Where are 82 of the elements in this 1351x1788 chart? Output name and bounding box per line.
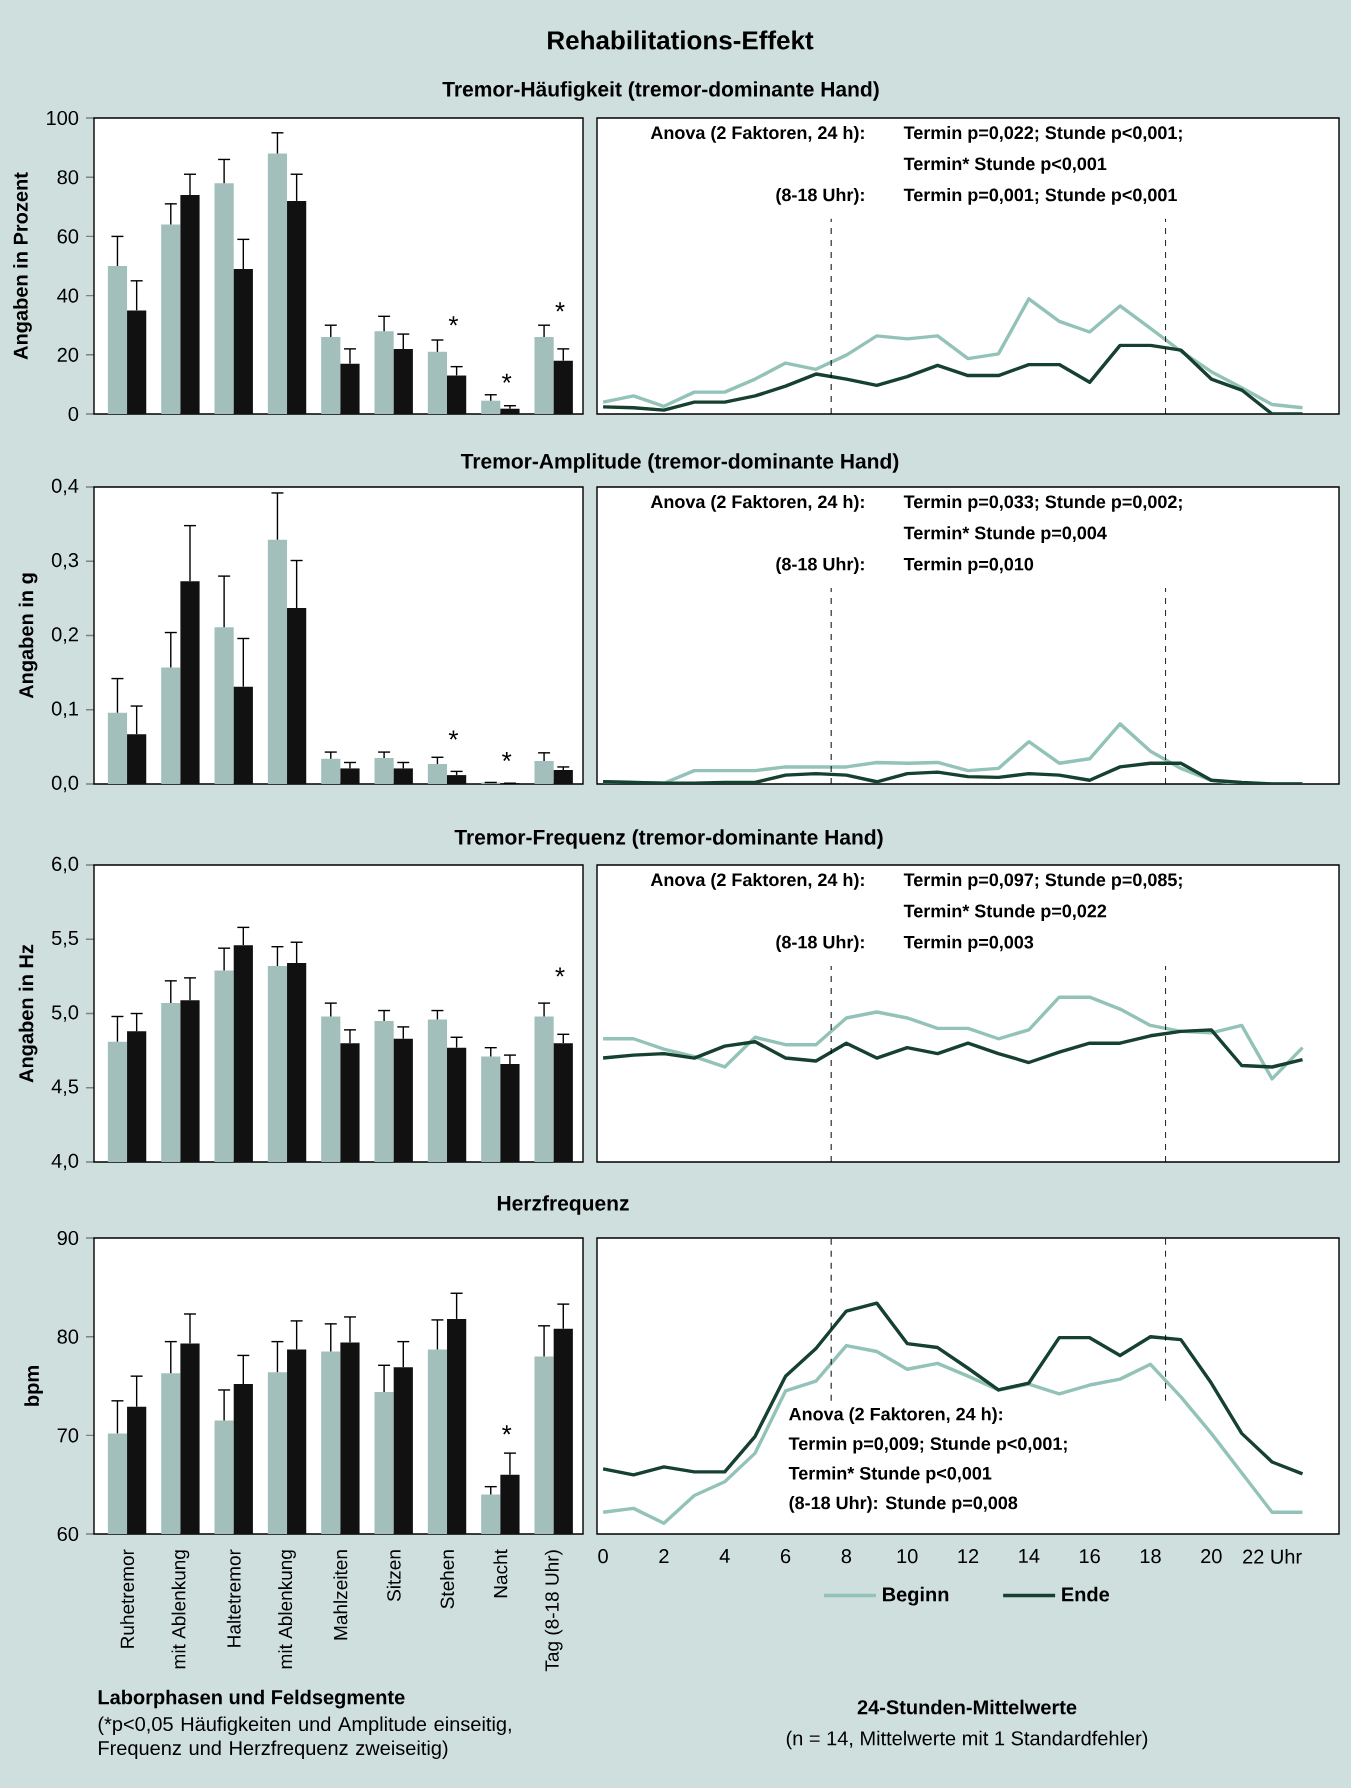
- annotation: Termin p=0,009; Stunde p<0,001;: [788, 1436, 1067, 1454]
- x-tick-label: mit Ablenkung: [278, 1550, 296, 1669]
- text: Tremor-Frequenz (tremor-dominante Hand): [454, 829, 883, 849]
- x-tick-label: 4: [719, 1549, 730, 1563]
- y-tick-label: 100: [47, 110, 79, 126]
- x-tick-label: Stehen: [440, 1550, 454, 1609]
- y-axis-title: bpm: [24, 1366, 43, 1406]
- text: (n = 14, Mittelwerte mit 1 Standardfehler): [786, 1730, 1148, 1750]
- annotation: (8-18 Uhr):: [776, 188, 864, 205]
- x-tick-label: mit Ablenkung: [171, 1550, 190, 1669]
- y-tick-label: 5,5: [51, 931, 79, 948]
- x-tick-label: 6: [780, 1549, 791, 1564]
- annotation: *: [555, 302, 565, 312]
- text: Rehabilitations-Effekt: [548, 30, 814, 50]
- x-tick-label: 10: [897, 1549, 918, 1564]
- annotation: Termin p=0,003: [903, 935, 1034, 953]
- annotation: (8-18 Uhr):: [776, 935, 864, 953]
- x-axis-title: Laborphasen und Feldsegmente: [98, 1689, 405, 1709]
- annotation: Anova (2 Faktoren, 24 h):: [650, 494, 864, 512]
- x-tick-label: 0: [598, 1549, 608, 1564]
- y-tick-label: 80: [57, 170, 79, 185]
- y-tick-label: 0,1: [51, 701, 78, 719]
- y-axis-title: Angaben in Prozent: [13, 172, 32, 360]
- annotation: Termin* Stunde p=0,004: [903, 526, 1107, 543]
- y-tick-label: 40: [57, 288, 79, 303]
- annotation: *: [555, 967, 565, 977]
- y-tick-label: 90: [57, 1230, 79, 1246]
- annotation: *: [502, 373, 512, 383]
- x-tick-label: Haltetremor: [226, 1549, 241, 1647]
- text: (*p<0,05 Häufigkeiten und Amplitude einseitig, Frequenz und Herzfrequenz zweiseitig): [98, 1716, 511, 1760]
- x-tick-label: Nacht: [493, 1549, 508, 1598]
- y-tick-label: 20: [57, 347, 79, 362]
- x-tick-label: Tag (8-18 Uhr): [544, 1550, 563, 1672]
- annotation: Termin p=0,033; Stunde p=0,002;: [903, 494, 1182, 512]
- chart-title: Herzfrequenz: [497, 1195, 629, 1215]
- x-axis-title: 24-Stunden-Mittelwerte: [857, 1699, 1077, 1715]
- annotation: Anova (2 Faktoren, 24 h):: [789, 1407, 1002, 1425]
- x-tick-label: Mahlzeiten: [333, 1550, 348, 1640]
- y-tick-label: 0,4: [51, 478, 79, 496]
- y-axis-title: Angaben in Hz: [18, 944, 38, 1083]
- y-tick-label: 0,2: [51, 627, 78, 644]
- y-tick-label: 5,0: [51, 1005, 79, 1022]
- y-tick-label: 6,0: [52, 856, 79, 874]
- text: Tremor-Amplitude (tremor-dominante Hand): [460, 453, 899, 473]
- x-tick-label: 2: [659, 1549, 669, 1564]
- y-tick-label: 4,0: [51, 1153, 79, 1171]
- x-tick-label: Sitzen: [386, 1550, 401, 1602]
- y-tick-label: 0,0: [51, 775, 79, 793]
- annotation: Termin p=0,001; Stunde p<0,001: [903, 188, 1177, 205]
- annotation: (8-18 Uhr):: [776, 557, 864, 575]
- annotation: *: [502, 751, 512, 762]
- y-tick-label: 80: [57, 1329, 79, 1344]
- annotation: Anova (2 Faktoren, 24 h):: [650, 872, 864, 890]
- annotation: Termin* Stunde p=0,022: [903, 904, 1107, 921]
- y-tick-label: 70: [57, 1428, 79, 1443]
- annotation: Termin* Stunde p<0,001: [903, 156, 1107, 174]
- x-tick-label: 8: [841, 1549, 852, 1564]
- x-tick-label: 20: [1201, 1549, 1222, 1564]
- annotation: Termin p=0,022; Stunde p<0,001;: [903, 125, 1182, 143]
- annotation: Termin* Stunde p<0,001: [788, 1466, 992, 1484]
- y-tick-label: 0,3: [51, 553, 79, 570]
- annotation: (8-18 Uhr): Stunde p=0,008: [789, 1496, 1018, 1513]
- legend-label: Beginn: [883, 1586, 949, 1606]
- annotation: *: [448, 730, 459, 740]
- annotation: Termin p=0,097; Stunde p=0,085;: [903, 872, 1182, 890]
- x-tick-label: 14: [1019, 1549, 1040, 1563]
- x-tick-label: 16: [1080, 1549, 1100, 1564]
- x-tick-label: 22 Uhr: [1243, 1549, 1302, 1564]
- y-tick-label: 4,5: [51, 1079, 79, 1096]
- y-tick-label: 60: [57, 1526, 79, 1542]
- x-tick-label: Ruhetremor: [120, 1549, 135, 1648]
- y-tick-label: 0: [68, 406, 79, 422]
- annotation: *: [502, 1425, 512, 1435]
- y-tick-label: 60: [57, 229, 79, 244]
- y-axis-title: Angaben in g: [18, 573, 38, 699]
- x-tick-label: 18: [1140, 1549, 1161, 1564]
- legend-label: Ende: [1062, 1586, 1110, 1602]
- annotation: Anova (2 Faktoren, 24 h):: [650, 125, 864, 143]
- annotation: Termin p=0,010: [903, 557, 1034, 575]
- text: Tremor-Häufigkeit (tremor-dominante Hand): [442, 81, 879, 101]
- x-tick-label: 12: [958, 1549, 979, 1564]
- annotation: *: [448, 316, 459, 326]
